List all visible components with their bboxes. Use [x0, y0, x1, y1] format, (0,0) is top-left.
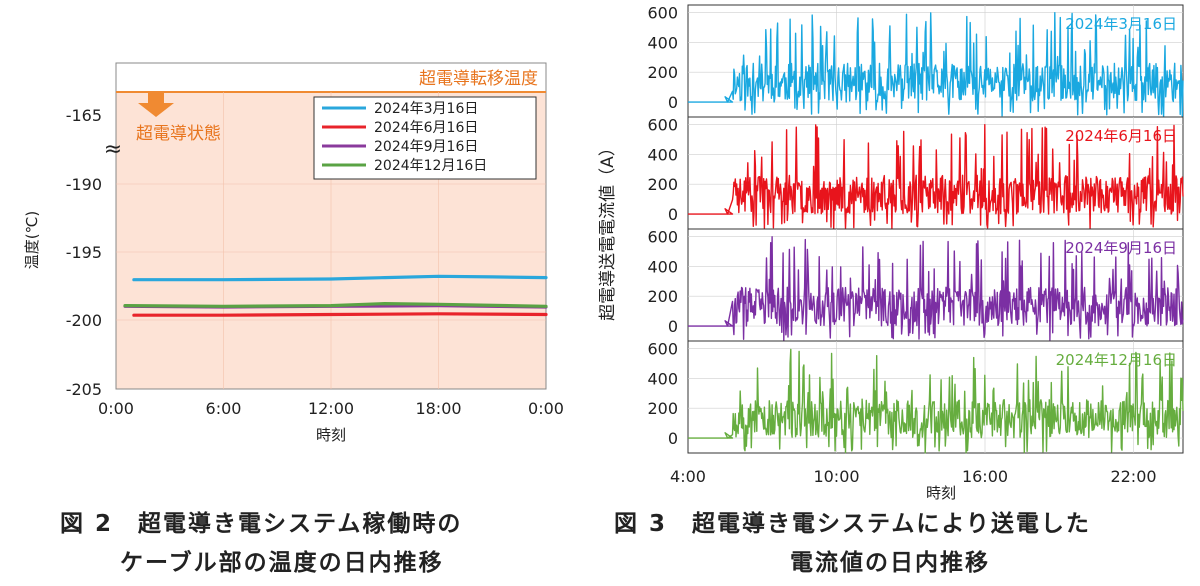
current-waveform	[688, 236, 1184, 342]
legend-entry: 2024年9月16日	[374, 139, 478, 155]
temperature-chart: 超電導転移温度 超電導状態 -165 -190 -195 -200 -205 0:00 6…	[23, 62, 564, 576]
axis-break-symbol: ≈	[104, 137, 122, 162]
down-arrow-icon	[138, 93, 174, 117]
y-tick-label: 0	[668, 93, 678, 112]
current-panels: 600 400 200 0 2024年3月16日 600 400 200 0 2024年6月16日…	[647, 3, 1184, 454]
legend: 2024年3月16日 2024年6月16日 2024年9月16日 2024年12月16…	[313, 96, 537, 180]
x-tick-labels: 0:00 6:00 12:00 18:00 0:00	[98, 399, 564, 418]
figure-2-caption-line-1: 図 2 超電導き電システム稼働時の	[60, 510, 462, 537]
x-tick-label: 10:00	[813, 467, 859, 486]
series-line-4	[123, 301, 548, 308]
x-tick-label: 4:00	[670, 467, 706, 486]
threshold-label: 超電導転移温度	[419, 69, 538, 89]
y-tick-label: 400	[647, 33, 678, 52]
y-tick-label: -200	[66, 311, 102, 330]
y-axis-label: 温度(℃)	[23, 211, 41, 270]
x-tick-label: 16:00	[962, 467, 1008, 486]
y-tick-label: 0	[668, 205, 678, 224]
y-tick-label: 200	[647, 63, 678, 82]
current-panel: 600 400 200 0 2024年6月16日	[647, 115, 1184, 230]
panel-date-label: 2024年12月16日	[1056, 351, 1177, 369]
x-tick-label: 22:00	[1110, 467, 1156, 486]
y-tick-label: -205	[66, 380, 102, 399]
current-panel: 600 400 200 0 2024年9月16日	[647, 227, 1184, 342]
current-panel: 600 400 200 0 2024年3月16日	[647, 3, 1184, 118]
state-label: 超電導状態	[136, 124, 221, 144]
current-waveform	[688, 124, 1184, 230]
x-tick-label: 0:00	[528, 399, 564, 418]
y-tick-label: -195	[66, 243, 102, 262]
current-chart: 600 400 200 0 2024年3月16日 600 400 200 0 2024年6月16日…	[598, 3, 1184, 576]
panel-date-label: 2024年6月16日	[1065, 127, 1177, 145]
y-tick-label: 0	[668, 429, 678, 448]
figure-2-caption-line-2: ケーブル部の温度の日内推移	[120, 549, 444, 576]
y-tick-labels: -165 -190 -195 -200 -205	[66, 106, 102, 399]
y-tick-label: 600	[647, 227, 678, 246]
current-panel: 600 400 200 0 2024年12月16日	[647, 339, 1184, 454]
panel-date-label: 2024年3月16日	[1065, 15, 1177, 33]
y-tick-label: 600	[647, 115, 678, 134]
y-tick-label: 200	[647, 175, 678, 194]
y-tick-label: -190	[66, 175, 102, 194]
x-axis-label: 時刻	[926, 484, 956, 502]
y-tick-label: 400	[647, 257, 678, 276]
panel-date-label: 2024年9月16日	[1065, 239, 1177, 257]
legend-entry: 2024年12月16日	[374, 158, 487, 174]
y-tick-label: 600	[647, 339, 678, 358]
figure-3-caption-line-2: 電流値の日内推移	[790, 549, 990, 576]
y-tick-label: 0	[668, 317, 678, 336]
series-line-2	[132, 312, 548, 317]
y-tick-label: 200	[647, 287, 678, 306]
x-axis-label: 時刻	[316, 426, 346, 444]
y-tick-label: 400	[647, 369, 678, 388]
x-tick-label: 18:00	[415, 399, 461, 418]
x-tick-label: 6:00	[206, 399, 242, 418]
y-tick-label: 400	[647, 145, 678, 164]
x-tick-label: 0:00	[98, 399, 134, 418]
y-tick-label: -165	[66, 106, 102, 125]
y-axis-label: 超電導送電電流値（A）	[598, 139, 618, 321]
current-waveform	[688, 12, 1184, 118]
current-waveform	[688, 348, 1184, 454]
y-tick-label: 600	[647, 3, 678, 22]
temperature-series	[123, 274, 548, 317]
x-tick-labels: 4:00 10:00 16:00 22:00	[670, 467, 1157, 486]
x-tick-label: 12:00	[308, 399, 354, 418]
y-tick-label: 200	[647, 399, 678, 418]
figure-3-caption-line-1: 図 3 超電導き電システムにより送電した	[614, 510, 1091, 537]
legend-entry: 2024年6月16日	[374, 120, 478, 136]
series-line-1	[132, 274, 548, 282]
legend-entry: 2024年3月16日	[374, 101, 478, 117]
